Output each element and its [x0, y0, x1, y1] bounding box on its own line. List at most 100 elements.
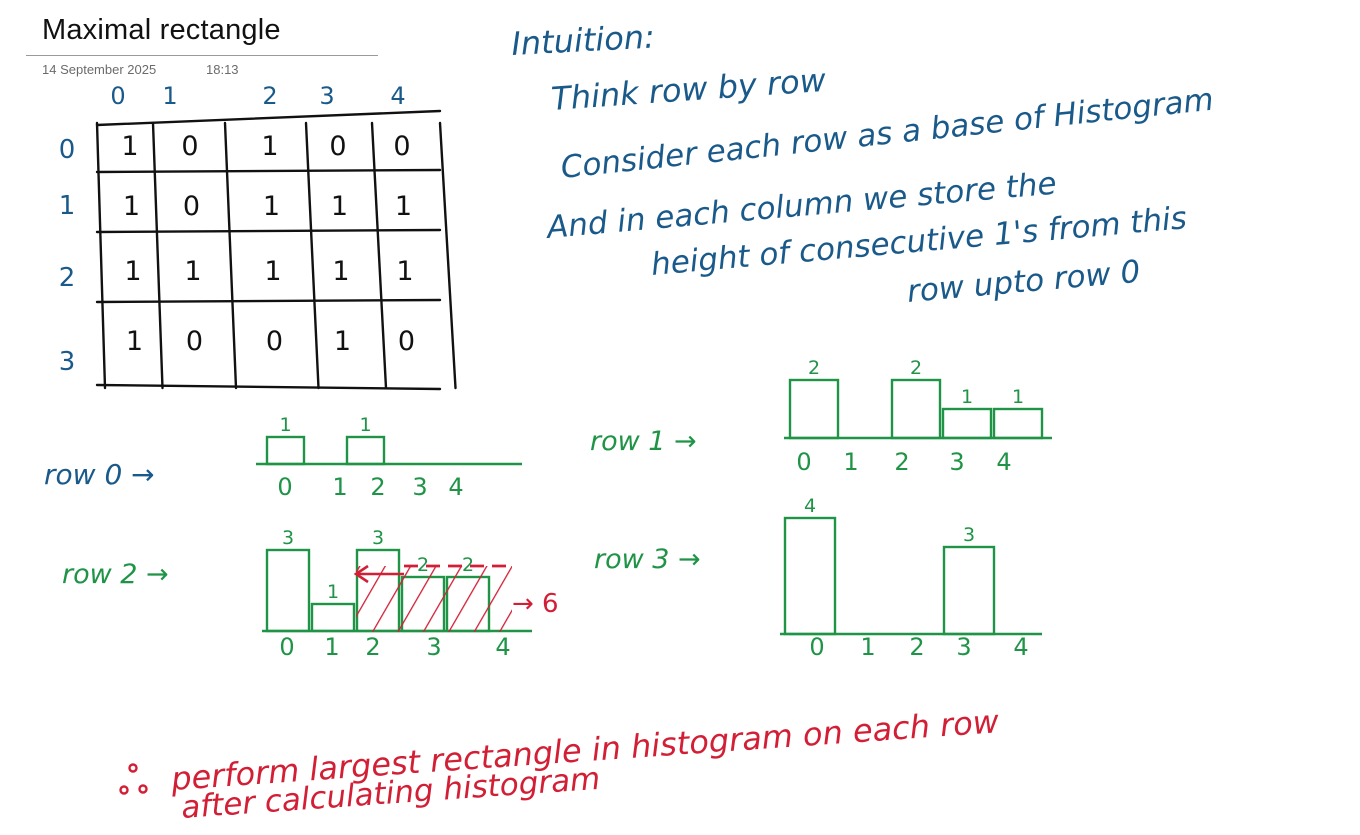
histogram-bar	[890, 378, 942, 440]
histogram-row-0: row 0 → 10 112 3 4	[44, 414, 522, 501]
matrix-column-line	[304, 121, 320, 390]
page-time: 18:13	[206, 62, 239, 77]
title-underline	[26, 55, 378, 56]
histogram-bar	[941, 407, 993, 440]
histogram-row-3-label: row 3 →	[594, 544, 701, 575]
histogram-bar-value: 1	[327, 581, 339, 603]
matrix-column-label: 1	[162, 82, 177, 110]
matrix-grid	[95, 109, 457, 391]
matrix-cell: 1	[332, 256, 349, 287]
page-title[interactable]: Maximal rectangle	[42, 14, 281, 46]
histogram-bar-value: 2	[910, 357, 922, 379]
matrix-cell-values: 1 0 1 0 0 1 0 1 1 1 1 1 1 1 1 1 0 0 1 0	[121, 131, 415, 357]
max-rectangle-result: → 6	[512, 589, 559, 619]
histogram-bar-value: 1	[279, 414, 291, 436]
histogram-row-2-label: row 2 →	[62, 559, 169, 590]
matrix-cell: 1	[184, 256, 201, 287]
matrix-column-line	[95, 121, 107, 390]
histogram-bar	[265, 435, 306, 466]
matrix-cell: 1	[126, 326, 143, 357]
matrix-row-line	[95, 109, 442, 127]
histogram-x-label: 4	[1013, 633, 1028, 661]
matrix-cell: 1	[121, 131, 138, 162]
matrix-row-label: 1	[59, 191, 76, 221]
matrix-cell: 0	[329, 131, 346, 162]
histogram-x-label: 3	[949, 448, 964, 476]
histogram-bar	[345, 435, 386, 466]
matrix-column-line	[151, 121, 164, 390]
histogram-bar	[942, 545, 996, 636]
matrix-cell: 1	[395, 191, 412, 222]
histogram-row-1: row 1 → 2 0 1 2 2 1 3 1 4	[590, 357, 1052, 476]
matrix-row-labels: 0 1 2 3	[59, 135, 76, 377]
matrix-cell: 0	[181, 131, 198, 162]
histogram-x-label: 2	[370, 473, 385, 501]
histogram-x-label: 4	[448, 473, 463, 501]
histogram-x-label: 3	[412, 473, 427, 501]
histogram-x-label: 0	[796, 448, 811, 476]
conclusion-note: perform largest rectangle in histogram o…	[119, 702, 1001, 826]
histogram-bar	[788, 378, 840, 440]
histogram-x-label: 0	[279, 633, 294, 661]
histogram-x-label: 0	[277, 473, 292, 501]
page-date: 14 September 2025	[42, 62, 157, 77]
matrix-row-line	[95, 298, 442, 304]
histogram-bar-value: 1	[359, 414, 371, 436]
matrix-cell: 0	[393, 131, 410, 162]
histogram-x-label: 1	[332, 473, 347, 501]
matrix-column-line	[370, 121, 388, 390]
histogram-row-0-label: row 0 →	[44, 458, 155, 491]
matrix-row-label: 3	[59, 347, 76, 377]
histogram-row-1-label: row 1 →	[590, 426, 697, 457]
histogram-bar-value: 3	[963, 524, 975, 546]
histogram-bar-value: 1	[1012, 386, 1024, 408]
matrix-row-line	[95, 168, 442, 174]
matrix-column-line	[438, 121, 457, 390]
intuition-note: Intuition: Think row by row Consider eac…	[510, 18, 1215, 310]
histogram-bar-value: 2	[808, 357, 820, 379]
matrix-cell: 1	[331, 191, 348, 222]
matrix-row-line	[95, 228, 442, 234]
histogram-x-label: 4	[495, 633, 510, 661]
matrix-column-label: 2	[262, 82, 277, 110]
matrix-row-label: 0	[59, 135, 76, 165]
histogram-bar-value: 3	[372, 527, 384, 549]
therefore-symbol	[119, 763, 148, 795]
matrix-column-label: 4	[390, 82, 405, 110]
matrix-column-label: 0	[110, 82, 125, 110]
matrix-cell: 1	[396, 256, 413, 287]
histogram-bar-value: 1	[961, 386, 973, 408]
matrix-cell: 0	[266, 326, 283, 357]
histogram-x-label: 2	[894, 448, 909, 476]
histogram-x-label: 2	[365, 633, 380, 661]
histogram-bar-value: 3	[282, 527, 294, 549]
matrix-cell: 0	[398, 326, 415, 357]
histogram-row-3: row 3 → 4 0 1 2 3 3 4	[594, 495, 1042, 661]
intuition-line-5: row upto row 0	[906, 254, 1142, 310]
matrix-column-labels: 0 1 2 3 4	[110, 82, 405, 110]
histogram-bar	[992, 407, 1044, 440]
histogram-bar	[783, 516, 837, 636]
matrix-cell: 1	[263, 191, 280, 222]
histogram-x-label: 3	[426, 633, 441, 661]
matrix-column-line	[223, 121, 238, 390]
matrix-cell: 0	[186, 326, 203, 357]
matrix-row-label: 2	[59, 263, 76, 293]
matrix-column-label: 3	[319, 82, 334, 110]
intuition-line-1: Think row by row	[550, 61, 828, 118]
matrix-cell: 1	[261, 131, 278, 162]
histogram-x-label: 4	[996, 448, 1011, 476]
matrix-cell: 1	[334, 326, 351, 357]
matrix-cell: 1	[264, 256, 281, 287]
histogram-x-label: 0	[809, 633, 824, 661]
histogram-bar-value: 4	[804, 495, 816, 517]
histogram-x-label: 3	[956, 633, 971, 661]
matrix-cell: 1	[123, 191, 140, 222]
matrix-cell: 1	[124, 256, 141, 287]
histogram-x-label: 2	[909, 633, 924, 661]
histogram-x-label: 1	[843, 448, 858, 476]
